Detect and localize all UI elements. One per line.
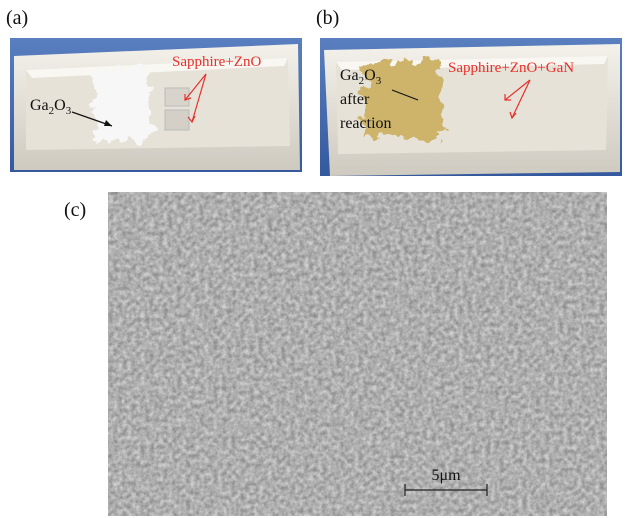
powder-note: after	[340, 91, 370, 108]
text-part: O	[54, 97, 66, 114]
panel-label: (b)	[316, 7, 339, 29]
figure: (a) Ga2O3 Sapphire+ZnO (b) Ga2O3 after r…	[0, 0, 633, 518]
text-part: Ga	[30, 97, 49, 114]
powder-note: reaction	[340, 115, 392, 132]
text-part: 3	[376, 75, 382, 87]
panel-label: (a)	[6, 7, 28, 29]
sample-label: Sapphire+ZnO+GaN	[448, 60, 574, 76]
text-part: O	[364, 67, 376, 84]
sem-image	[108, 192, 607, 516]
text-part: 3	[66, 105, 72, 117]
text-part: Ga	[340, 67, 359, 84]
sample-label: Sapphire+ZnO	[172, 54, 261, 70]
panel-label: (c)	[64, 199, 86, 221]
scale-label: 5μm	[431, 467, 461, 484]
